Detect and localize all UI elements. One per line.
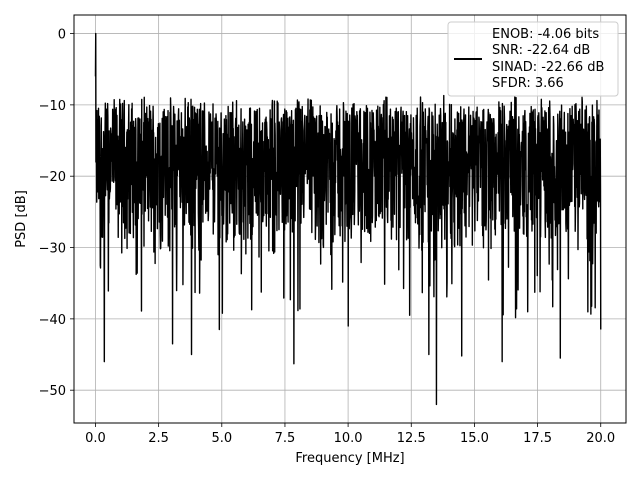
x-tick-label: 0.0: [85, 431, 106, 446]
x-tick-label: 17.5: [523, 431, 552, 446]
legend: ENOB: -4.06 bits SNR: -22.64 dB SINAD: -…: [447, 21, 619, 97]
series-layer: [94, 32, 602, 406]
y-tick-label: −10: [39, 99, 66, 114]
y-tick-label: −40: [39, 313, 66, 328]
y-tick-label: −30: [39, 242, 66, 257]
x-tick-label: 10.0: [334, 431, 363, 446]
x-axis-label: Frequency [MHz]: [295, 451, 404, 466]
y-tick-label: 0: [58, 28, 66, 43]
x-tick-label: 5.0: [211, 431, 232, 446]
x-tick-label: 7.5: [275, 431, 296, 446]
x-tick-label: 15.0: [460, 431, 489, 446]
legend-line-snr: SNR: -22.64 dB: [492, 43, 590, 58]
x-tick-label: 12.5: [397, 431, 426, 446]
psd-series-line: [94, 32, 602, 406]
legend-box: [447, 21, 619, 97]
legend-line-enob: ENOB: -4.06 bits: [492, 27, 599, 42]
y-tick-label: −20: [39, 170, 66, 185]
y-tick-label: −50: [39, 384, 66, 399]
legend-line-sfdr: SFDR: 3.66: [492, 76, 564, 91]
axis-ticks: 0.0 2.5 5.0 7.5 10.0 12.5 15.0 17.5 20.0 0 −10 −20 −…: [39, 28, 616, 446]
x-tick-label: 20.0: [586, 431, 615, 446]
y-axis-label: PSD [dB]: [14, 190, 29, 248]
plot-frame: [73, 14, 627, 424]
legend-line-sinad: SINAD: -22.66 dB: [492, 60, 604, 75]
x-tick-label: 2.5: [148, 431, 169, 446]
